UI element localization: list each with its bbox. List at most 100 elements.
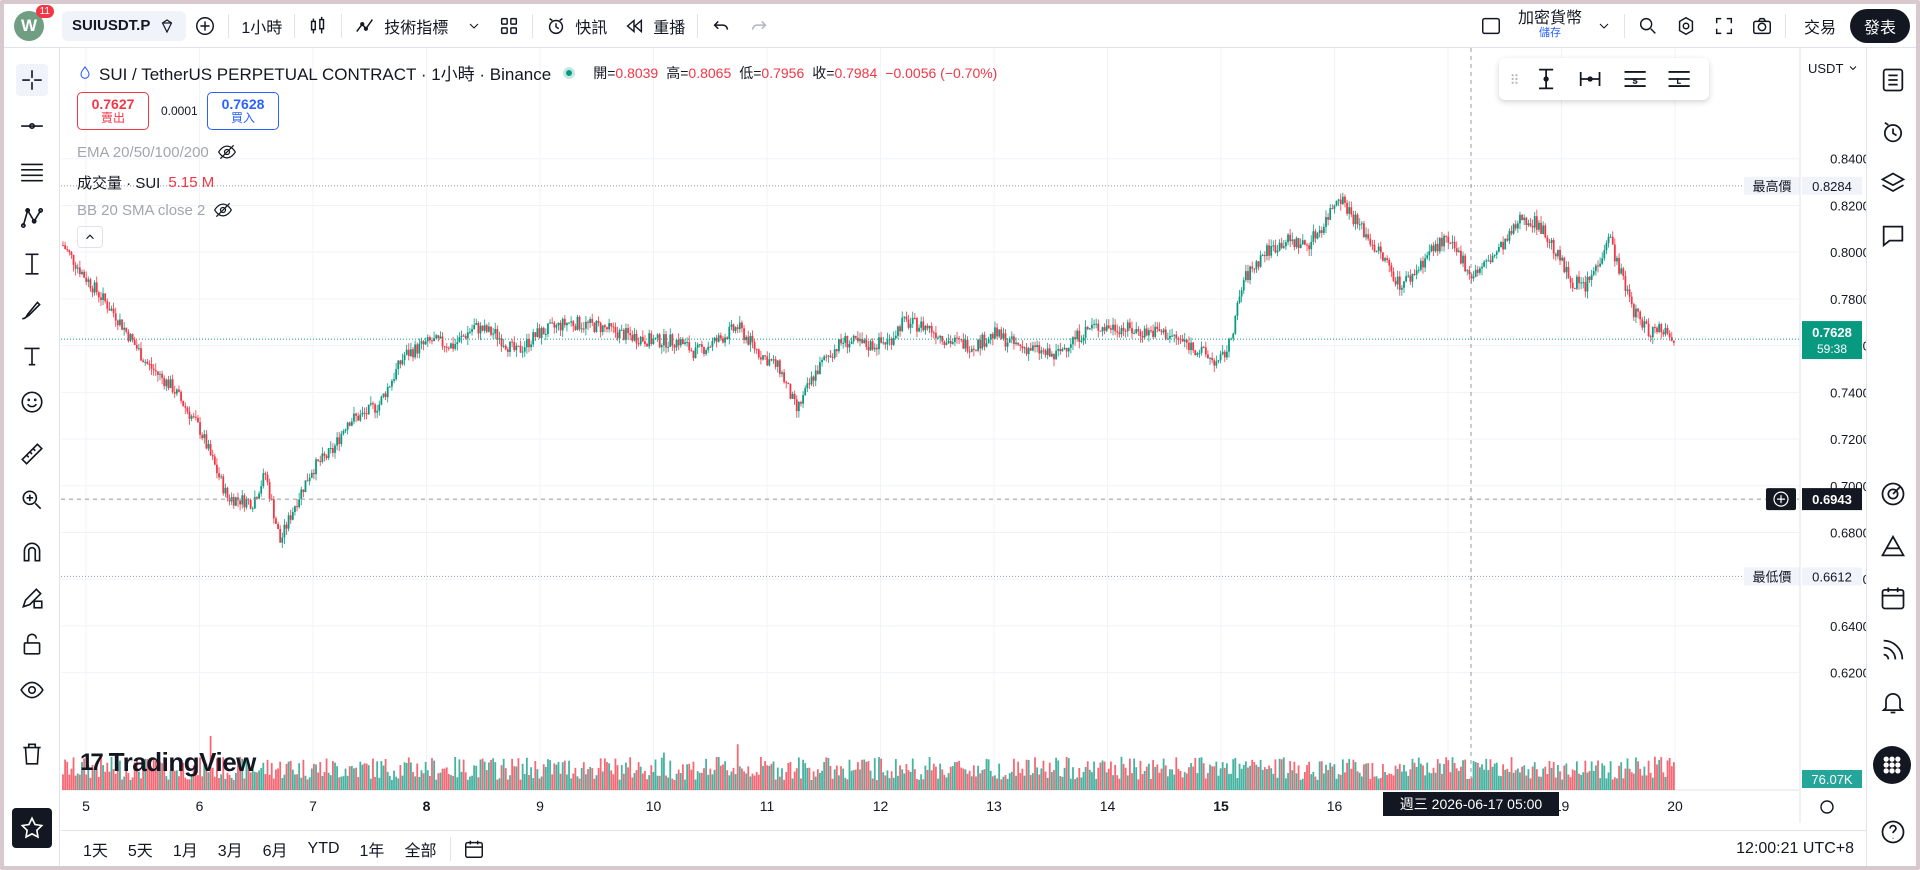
candle-body: [869, 341, 872, 351]
price-chart[interactable]: 0.84000.82000.80000.78000.76000.74000.72…: [61, 48, 1866, 823]
bb-indicator-legend[interactable]: BB 20 SMA close 2: [77, 200, 233, 220]
range-button[interactable]: 3月: [217, 842, 243, 860]
layouts-button[interactable]: [490, 9, 528, 43]
range-button[interactable]: 5天: [127, 842, 153, 860]
emoji-tool[interactable]: [16, 386, 48, 418]
symbol-search-button[interactable]: SUIUSDT.P: [62, 10, 187, 41]
range-button[interactable]: 1天: [83, 842, 108, 860]
current-price-tag[interactable]: [1802, 321, 1862, 360]
trend-line-tool[interactable]: [16, 110, 48, 142]
candle-body: [171, 379, 174, 393]
open-label: 開=: [593, 64, 616, 81]
short-position-icon[interactable]: S: [1621, 64, 1649, 94]
publish-button[interactable]: 發表: [1849, 8, 1910, 43]
layout-checkbox[interactable]: [1472, 9, 1510, 43]
ideas-button[interactable]: [1877, 530, 1909, 562]
signals-button[interactable]: [1877, 478, 1909, 510]
text-tool[interactable]: [16, 340, 48, 372]
redo-button[interactable]: [740, 9, 778, 43]
range-button[interactable]: 1年: [359, 842, 385, 860]
collapse-legend-button[interactable]: [77, 226, 103, 248]
ema-indicator-legend[interactable]: EMA 20/50/100/200: [77, 142, 237, 162]
brush-tool[interactable]: [16, 294, 48, 326]
alerts-button[interactable]: 快訊: [537, 9, 615, 43]
trade-button[interactable]: 交易: [1790, 9, 1850, 43]
volume-bar: [675, 773, 678, 790]
fib-tool[interactable]: [16, 156, 48, 188]
favorites-button[interactable]: [12, 808, 52, 848]
buy-button[interactable]: 0.7628 買入: [207, 92, 279, 130]
candle-body: [163, 377, 166, 387]
volume-bar: [258, 770, 260, 790]
quick-search-button[interactable]: [1629, 9, 1667, 43]
object-tree-button[interactable]: [1877, 168, 1909, 200]
volume-bar: [334, 762, 336, 790]
user-avatar[interactable]: W 11: [14, 4, 54, 41]
help-button[interactable]: [1877, 816, 1909, 848]
hide-drawings-tool[interactable]: [16, 674, 48, 706]
date-range-icon[interactable]: [1576, 64, 1604, 94]
replay-button[interactable]: 重播: [615, 9, 693, 43]
crosshair-tool[interactable]: [16, 64, 48, 96]
volume-bar: [1061, 776, 1064, 790]
axis-settings-icon[interactable]: [1820, 800, 1834, 814]
candle-body: [1160, 331, 1163, 333]
calendar-panel-button[interactable]: [1877, 582, 1909, 614]
candle-body: [521, 351, 524, 353]
currency-selector[interactable]: USDT: [1802, 56, 1865, 80]
volume-bar: [880, 758, 882, 790]
chart-type-button[interactable]: [299, 9, 337, 43]
remove-drawings-tool[interactable]: [16, 738, 48, 770]
zoom-tool[interactable]: [16, 484, 48, 516]
price-range-icon[interactable]: [1532, 64, 1560, 94]
magnet-tool[interactable]: [16, 536, 48, 568]
lock-tool[interactable]: [16, 628, 48, 660]
drag-handle-icon[interactable]: [1507, 69, 1522, 89]
volume-bar: [977, 765, 979, 790]
candle-body: [652, 339, 655, 345]
candle-body: [808, 383, 811, 385]
volume-bar: [1546, 774, 1549, 790]
volume-bar: [1238, 763, 1241, 790]
long-position-icon[interactable]: L: [1665, 64, 1693, 94]
sell-button[interactable]: 0.7627 賣出: [77, 92, 149, 130]
range-button[interactable]: 全部: [404, 842, 437, 860]
range-button[interactable]: 6月: [262, 842, 288, 860]
eye-off-icon[interactable]: [213, 200, 233, 220]
market-status-icon[interactable]: [563, 66, 576, 79]
volume-bar: [403, 762, 406, 790]
stay-drawing-tool[interactable]: [16, 582, 48, 614]
range-button[interactable]: YTD: [307, 839, 340, 857]
ruler-tool[interactable]: [16, 438, 48, 470]
goto-date-button[interactable]: [455, 832, 493, 866]
screenshot-button[interactable]: [1743, 9, 1781, 43]
streams-button[interactable]: [1877, 634, 1909, 666]
interval-button[interactable]: 1小時: [233, 9, 290, 43]
eye-off-icon[interactable]: [217, 142, 237, 162]
forecast-tool[interactable]: [16, 248, 48, 280]
candle-body: [395, 369, 398, 380]
fullscreen-button[interactable]: [1705, 9, 1743, 43]
alerts-panel-button[interactable]: [1877, 116, 1909, 148]
candle-body: [452, 343, 454, 349]
volume-bar: [256, 772, 258, 790]
volume-indicator-legend[interactable]: 成交量 · SUI 5.15 M: [77, 172, 214, 193]
undo-button[interactable]: [702, 9, 740, 43]
indicators-button[interactable]: 技術指標: [346, 9, 490, 43]
watchlist-button[interactable]: [1877, 64, 1909, 96]
timezone-clock[interactable]: 12:00:21 UTC+8: [1736, 839, 1854, 857]
range-button[interactable]: 1月: [172, 842, 198, 860]
candle-body: [1529, 223, 1532, 226]
candle-body: [1434, 243, 1437, 252]
layout-save-button[interactable]: 加密貨幣 儲存: [1510, 9, 1620, 43]
indicators-label: 技術指標: [384, 19, 449, 37]
volume-bar: [599, 758, 602, 790]
pattern-tool[interactable]: [16, 202, 48, 234]
add-symbol-button[interactable]: [186, 9, 224, 43]
products-button[interactable]: [1873, 746, 1911, 784]
symbol-title[interactable]: SUI / TetherUS PERPETUAL CONTRACT · 1小時 …: [99, 65, 552, 84]
chart-pane[interactable]: 0.84000.82000.80000.78000.76000.74000.72…: [61, 48, 1866, 823]
settings-button[interactable]: [1667, 9, 1705, 43]
notifications-button[interactable]: [1877, 686, 1909, 718]
chat-button[interactable]: [1877, 220, 1909, 252]
